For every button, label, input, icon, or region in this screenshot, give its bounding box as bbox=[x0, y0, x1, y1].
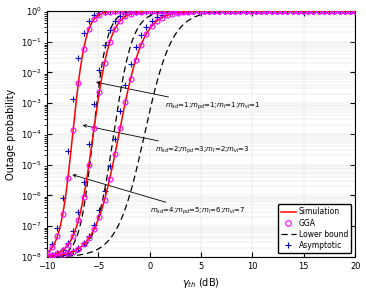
Text: $m_{sd}$=4;$m_{pd}$=5;$m_I$=6;$m_{vI}$=7: $m_{sd}$=4;$m_{pd}$=5;$m_I$=6;$m_{vI}$=7 bbox=[73, 174, 245, 217]
Text: $m_{sd}$=1;$m_{pd}$=1;$m_I$=1;$m_{vI}$=1: $m_{sd}$=1;$m_{pd}$=1;$m_I$=1;$m_{vI}$=1 bbox=[97, 81, 261, 112]
Legend: Simulation, GGA, Lower bound, Asymptotic: Simulation, GGA, Lower bound, Asymptotic bbox=[277, 204, 351, 253]
Text: $m_{sd}$=2;$m_{pd}$=3;$m_I$=2;$m_{vI}$=3: $m_{sd}$=2;$m_{pd}$=3;$m_I$=2;$m_{vI}$=3 bbox=[83, 125, 250, 156]
Y-axis label: Outage probability: Outage probability bbox=[5, 88, 16, 179]
X-axis label: $\gamma_{th}$ (dB): $\gamma_{th}$ (dB) bbox=[182, 276, 220, 290]
